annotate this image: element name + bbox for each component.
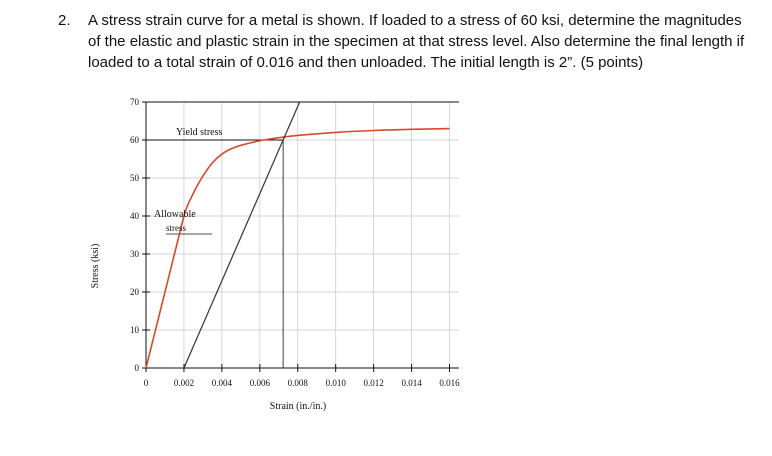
y-tick-label: 20 (130, 287, 140, 297)
x-tick-label: 0.010 (326, 378, 347, 388)
x-tick-label: 0 (144, 378, 149, 388)
stress-strain-chart: 0 0.002 0.004 0.006 0.008 0.010 0.012 0.014 0.01… (90, 97, 460, 412)
annotations: Yield stress Allowable stress (154, 127, 222, 233)
x-ticks: 0 0.002 0.004 0.006 0.008 0.010 0.012 0.014 0.01… (144, 364, 460, 388)
y-tick-label: 40 (130, 211, 140, 221)
x-tick-label: 0.012 (364, 378, 384, 388)
y-tick-label: 10 (130, 325, 140, 335)
offset-line (183, 101, 301, 369)
stress-strain-curve (145, 127, 450, 369)
x-tick-label: 0.004 (212, 378, 233, 388)
y-tick-label: 60 (130, 135, 140, 145)
y-tick-label: 0 (135, 363, 140, 373)
yield-stress-annotation: Yield stress (176, 127, 222, 138)
y-tick-label: 50 (130, 173, 140, 183)
y-tick-label: 70 (130, 97, 140, 107)
y-axis-label: Stress (ksi) (90, 244, 101, 289)
allowable-annotation: Allowable (154, 209, 196, 220)
x-tick-label: 0.006 (250, 378, 271, 388)
series (145, 101, 450, 369)
grid (146, 101, 459, 368)
y-ticks: 0 10 20 30 40 50 60 70 (130, 97, 150, 373)
axes (145, 101, 459, 369)
allowable-stress-annotation: stress (166, 223, 186, 233)
question-text: A stress strain curve for a metal is sho… (88, 12, 745, 71)
x-tick-label: 0.008 (288, 378, 309, 388)
x-tick-label: 0.016 (439, 378, 460, 388)
y-tick-label: 30 (130, 249, 140, 259)
question-number: 2. (58, 12, 71, 29)
x-axis-label: Strain (in./in.) (270, 401, 326, 412)
x-tick-label: 0.002 (174, 378, 194, 388)
x-tick-label: 0.014 (401, 378, 422, 388)
